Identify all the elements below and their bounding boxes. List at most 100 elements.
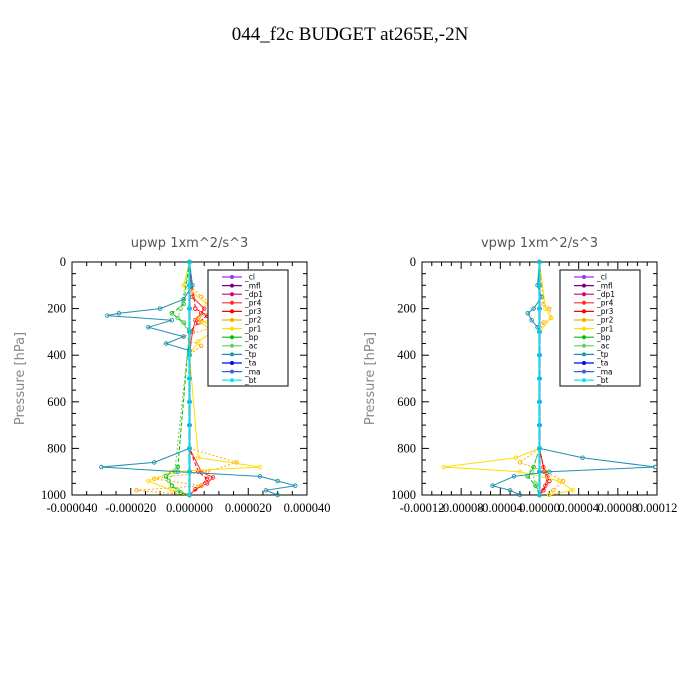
legend-label: _pr4 [244,299,262,308]
x-tick-label: -0.000020 [105,501,156,515]
legend-box [207,269,289,387]
legend-marker [230,318,234,322]
data-point [146,478,151,484]
legend-marker [230,275,234,279]
data-point [547,492,552,498]
x-tick-label: 0.00004 [558,501,599,515]
data-point [275,492,280,498]
legend-label: _bt [244,376,257,385]
data-point [570,488,576,493]
data-point [99,464,104,470]
data-point [275,478,280,484]
data-point [190,329,195,335]
legend-label: _ta [244,359,256,368]
y-tick-label: 600 [47,395,66,409]
y-tick-label: 400 [47,348,66,362]
x-tick-label: -0.00008 [439,501,484,515]
data-point [187,259,192,265]
data-point [134,488,139,493]
page-title: 044_f2c BUDGET at265E,-2N [231,24,469,45]
data-point [198,320,204,325]
data-point [187,422,192,428]
legend-marker [582,283,586,288]
data-point [204,476,210,481]
data-point [181,301,186,307]
data-point [537,422,542,428]
y-tick-label: 0 [410,255,416,269]
legend-label: _ta [596,359,608,368]
legend-marker [230,300,234,305]
y-tick-label: 600 [397,395,416,409]
data-point [537,352,542,358]
data-point [187,352,192,358]
legend-label: _ac [596,342,609,351]
data-point [190,294,195,300]
legend-label: _tp [596,350,609,359]
data-point [490,483,495,488]
data-point [104,313,110,318]
data-point [175,464,180,470]
legend-marker [582,300,586,305]
data-point [517,460,523,465]
data-point [187,306,192,311]
data-point [537,329,542,335]
legend-marker [230,326,234,331]
x-tick-label: 0.000040 [284,501,331,515]
data-point [175,469,180,474]
data-point [517,492,523,498]
x-tick-label: 0.000000 [166,501,213,515]
data-point [181,283,186,288]
legend-label: _cl [596,273,607,282]
data-point [537,376,542,381]
legend-marker [582,326,586,331]
data-point [187,446,192,451]
y-tick-label: 0 [60,255,66,269]
legend-marker [582,369,586,374]
y-axis-label: Pressure [hPa] [13,332,28,425]
data-point [163,341,169,346]
data-point [537,492,542,498]
data-point [529,469,534,474]
data-point [146,324,151,330]
data-point [201,306,207,311]
legend-marker [582,361,586,365]
legend-label: _bp [596,333,611,342]
data-point [533,483,538,488]
legend: _cl_mfl_dp1_pr4_pr3_pr2_pr1_bp_ac_tp_ta_… [207,269,289,387]
data-point [198,483,204,488]
series-line-pr2 [136,262,239,496]
legend: _cl_mfl_dp1_pr4_pr3_pr2_pr1_bp_ac_tp_ta_… [559,269,641,387]
legend-marker [230,335,234,340]
legend-label: _ma [244,367,261,376]
legend-label: _pr1 [596,324,614,333]
data-point [116,311,122,316]
data-point [547,469,552,474]
series-line-pr3 [189,261,208,496]
data-point [550,488,556,493]
legend-label: _bt [596,376,609,385]
x-tick-label: 0.00012 [637,501,678,515]
legend-label: _dp1 [596,290,615,299]
data-point [441,464,446,470]
legend-label: _pr2 [244,316,262,325]
legend-label: _pr2 [596,316,614,325]
legend-marker [230,369,234,374]
data-point [169,488,175,493]
data-point [193,318,198,323]
data-point [543,306,548,311]
data-point [531,306,536,311]
data-point [151,460,157,465]
data-point [537,399,542,405]
data-point [198,343,204,349]
legend-marker [582,378,586,383]
x-tick-label: -0.00004 [478,501,524,515]
x-tick-label: -0.00012 [400,501,445,515]
data-point [533,481,538,486]
data-point [525,311,531,316]
legend-marker [230,343,234,348]
data-point [507,488,513,493]
data-point [166,478,172,484]
series-line-bp [165,261,191,496]
legend-label: _ma [596,367,613,376]
